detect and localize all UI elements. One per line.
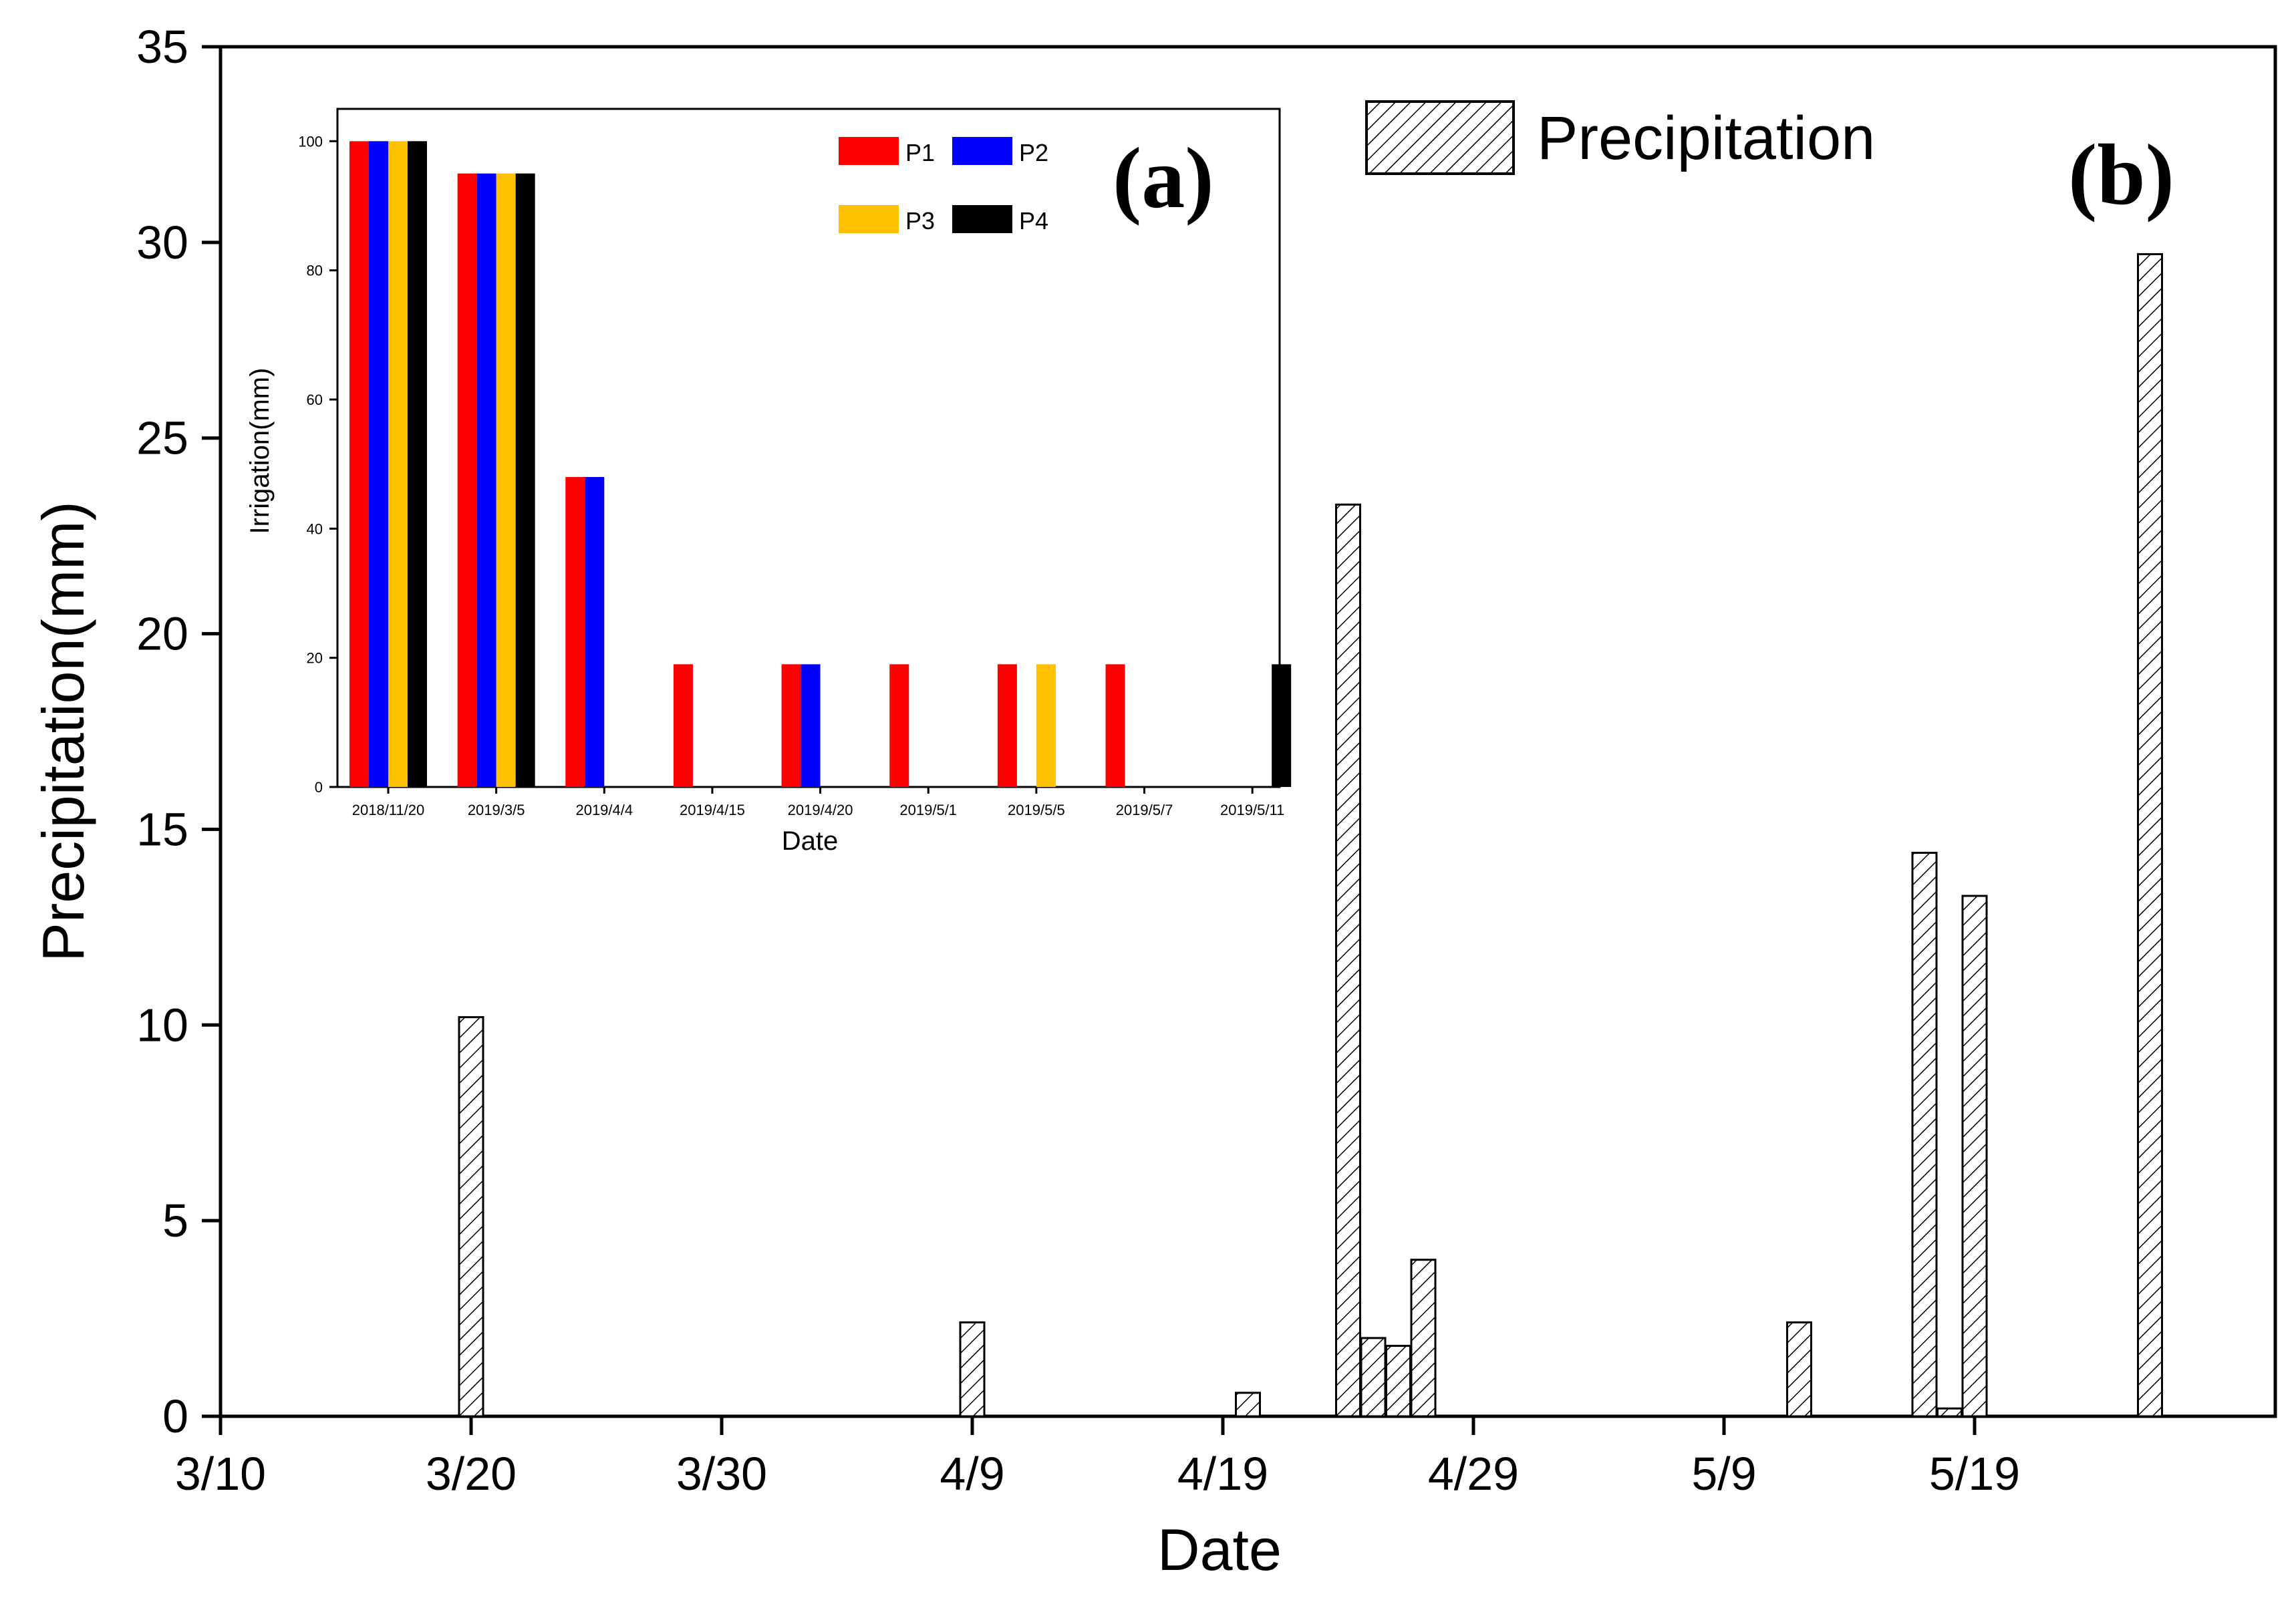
main-x-tick-label: 5/19 bbox=[1929, 1448, 2020, 1500]
main-y-tick-label: 30 bbox=[136, 216, 188, 269]
main-y-axis: 0 5 10 15 20 25 30 35 bbox=[136, 21, 221, 1442]
irrigation-bar-p1 bbox=[997, 664, 1017, 787]
inset-x-tick-label: 2019/5/11 bbox=[1220, 802, 1284, 818]
legend-label-precipitation: Precipitation bbox=[1537, 104, 1875, 172]
main-y-axis-title: Precipitation(mm) bbox=[30, 501, 96, 961]
inset-legend-swatch-p1 bbox=[839, 137, 899, 165]
inset-x-tick-label: 2018/11/20 bbox=[352, 802, 424, 818]
precipitation-bar bbox=[1360, 1337, 1387, 1418]
irrigation-bar-p1 bbox=[1105, 664, 1125, 787]
precipitation-bar bbox=[1235, 1392, 1261, 1418]
main-y-tick-label: 0 bbox=[162, 1390, 188, 1442]
irrigation-bar-p1 bbox=[565, 477, 585, 787]
main-x-axis: 3/10 3/20 3/30 4/9 4/19 4/29 5/9 5/19 bbox=[175, 1416, 2020, 1500]
inset-legend-label-p3: P3 bbox=[905, 207, 935, 234]
precipitation-bar bbox=[1936, 1407, 1963, 1418]
inset-y-tick-label: 20 bbox=[307, 650, 323, 667]
inset-x-tick-label: 2019/5/5 bbox=[1008, 802, 1065, 818]
inset-y-tick-label: 100 bbox=[298, 133, 323, 150]
main-x-tick-label: 3/20 bbox=[426, 1448, 517, 1500]
inset-legend: P1 P2 P3 P4 bbox=[839, 137, 1048, 234]
irrigation-bar-p1 bbox=[457, 173, 477, 788]
panel-label-b: (b) bbox=[2068, 127, 2174, 223]
main-x-tick-label: 5/9 bbox=[1691, 1448, 1756, 1500]
precipitation-bars bbox=[458, 253, 2163, 1418]
panel-label-a: (a) bbox=[1113, 130, 1214, 226]
irrigation-bars bbox=[349, 141, 1292, 788]
inset-y-axis-title: Irrigation(mm) bbox=[245, 368, 275, 534]
inset-x-axis-title: Date bbox=[782, 826, 839, 856]
inset-x-tick-label: 2019/5/7 bbox=[1116, 802, 1173, 818]
inset-x-tick-label: 2019/4/15 bbox=[680, 802, 745, 818]
main-x-tick-label: 3/10 bbox=[175, 1448, 266, 1500]
irrigation-bar-p4 bbox=[1272, 664, 1292, 787]
irrigation-bar-p1 bbox=[781, 664, 801, 787]
inset-y-tick-label: 80 bbox=[307, 263, 323, 279]
main-y-tick-label: 25 bbox=[136, 412, 188, 464]
precipitation-bar bbox=[1786, 1321, 1812, 1418]
inset-y-axis: 0 20 40 60 80 100 bbox=[298, 133, 337, 796]
main-y-tick-label: 10 bbox=[136, 999, 188, 1051]
inset-legend-label-p4: P4 bbox=[1019, 207, 1048, 234]
precipitation-bar bbox=[1385, 1345, 1411, 1418]
irrigation-bar-p4 bbox=[515, 173, 535, 788]
irrigation-bar-p2 bbox=[585, 477, 605, 787]
inset-legend-swatch-p2 bbox=[952, 137, 1012, 165]
main-x-tick-label: 4/19 bbox=[1177, 1448, 1268, 1500]
inset-x-tick-label: 2019/4/4 bbox=[575, 802, 633, 818]
legend-swatch-precipitation bbox=[1365, 100, 1515, 175]
precipitation-bar bbox=[1335, 503, 1361, 1418]
irrigation-bar-p3 bbox=[1036, 664, 1056, 787]
inset-y-tick-label: 60 bbox=[307, 391, 323, 408]
main-x-tick-label: 4/29 bbox=[1428, 1448, 1519, 1500]
main-x-tick-label: 3/30 bbox=[676, 1448, 767, 1500]
main-x-axis-title: Date bbox=[1157, 1516, 1282, 1583]
irrigation-bar-p1 bbox=[889, 664, 909, 787]
precipitation-bar bbox=[1961, 895, 1988, 1418]
precipitation-chart: 0 5 10 15 20 25 30 35 3/10 3/20 3/30 4/9 4/19 4/29 5/… bbox=[30, 21, 2277, 1583]
inset-x-tick-label: 2019/5/1 bbox=[899, 802, 957, 818]
irrigation-bar-p2 bbox=[476, 173, 496, 788]
main-x-tick-label: 4/9 bbox=[940, 1448, 1004, 1500]
main-y-tick-label: 5 bbox=[162, 1194, 188, 1247]
inset-y-tick-label: 0 bbox=[315, 779, 323, 796]
precipitation-bar bbox=[2137, 253, 2163, 1418]
inset-x-axis: 2018/11/20 2019/3/5 2019/4/4 2019/4/15 2019/… bbox=[352, 787, 1284, 818]
inset-x-tick-label: 2019/3/5 bbox=[468, 802, 525, 818]
main-legend: Precipitation bbox=[1365, 100, 1875, 175]
main-y-tick-label: 15 bbox=[136, 803, 188, 855]
irrigation-bar-p2 bbox=[801, 664, 821, 787]
inset-legend-swatch-p4 bbox=[952, 205, 1012, 233]
irrigation-bar-p3 bbox=[496, 173, 516, 788]
main-y-tick-label: 35 bbox=[136, 21, 188, 73]
irrigation-bar-p1 bbox=[349, 141, 369, 788]
inset-legend-label-p2: P2 bbox=[1019, 139, 1048, 166]
main-y-tick-label: 20 bbox=[136, 608, 188, 660]
inset-legend-label-p1: P1 bbox=[905, 139, 935, 166]
precipitation-bar bbox=[1410, 1259, 1437, 1418]
irrigation-bar-p3 bbox=[388, 141, 408, 788]
inset-y-tick-label: 40 bbox=[307, 520, 323, 537]
precipitation-bar bbox=[1911, 852, 1938, 1418]
inset-legend-swatch-p3 bbox=[839, 205, 899, 233]
inset-x-tick-label: 2019/4/20 bbox=[788, 802, 853, 818]
irrigation-bar-p1 bbox=[673, 664, 693, 787]
irrigation-bar-p2 bbox=[369, 141, 388, 788]
irrigation-bar-p4 bbox=[408, 141, 427, 788]
precipitation-bar bbox=[458, 1016, 484, 1418]
precipitation-bar bbox=[959, 1321, 986, 1418]
